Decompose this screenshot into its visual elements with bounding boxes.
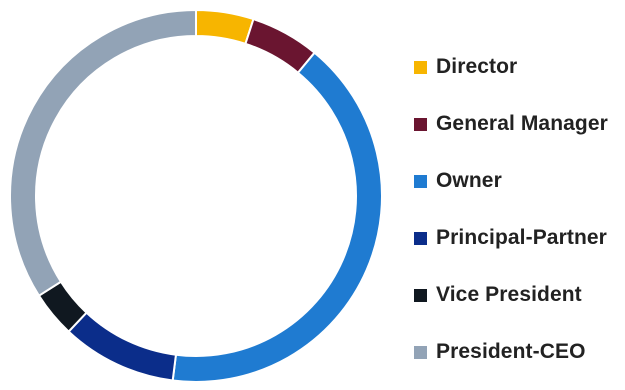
- legend-swatch: [414, 60, 427, 74]
- legend-swatch: [414, 174, 427, 188]
- legend-label: Principal-Partner: [436, 226, 607, 249]
- donut-slice-owner: [171, 51, 383, 383]
- legend-swatch: [414, 345, 427, 359]
- legend-item-vice-president: Vice President: [414, 276, 625, 314]
- legend-item-president-ceo: President-CEO: [414, 333, 625, 371]
- legend-label: President-CEO: [436, 340, 586, 363]
- legend-label: Owner: [436, 169, 502, 192]
- donut-slice-director: [195, 8, 255, 46]
- donut-slice-principal-partner: [67, 311, 178, 382]
- donut-slice-president-ceo: [9, 8, 197, 298]
- legend-swatch: [414, 231, 427, 245]
- legend-swatch: [414, 288, 427, 302]
- legend-label: Vice President: [436, 283, 582, 306]
- legend-item-owner: Owner: [414, 162, 625, 200]
- legend-swatch: [414, 117, 427, 131]
- legend-item-principal-partner: Principal-Partner: [414, 219, 625, 257]
- legend-label: Director: [436, 55, 518, 78]
- legend-item-director: Director: [414, 48, 625, 86]
- legend-label: General Manager: [436, 112, 608, 135]
- chart-legend: Director General Manager Owner Principal-Pa…: [414, 48, 625, 390]
- legend-item-general-manager: General Manager: [414, 105, 625, 143]
